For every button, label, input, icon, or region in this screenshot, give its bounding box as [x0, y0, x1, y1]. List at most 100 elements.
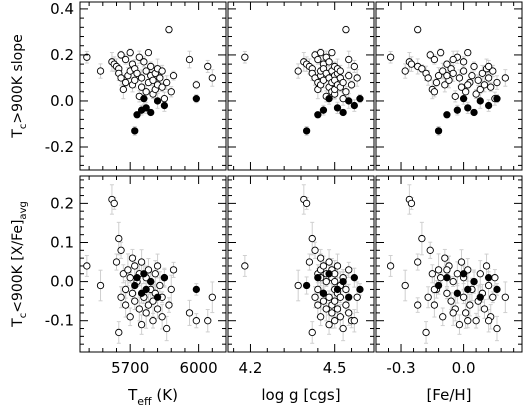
x-axis-label-feh: [Fe/H]	[426, 386, 471, 404]
data-point-open	[137, 258, 146, 266]
data-point-open	[472, 90, 480, 98]
data-point-open	[83, 262, 91, 270]
data-point-open	[314, 55, 322, 64]
data-point-open	[457, 258, 466, 266]
data-point-open	[119, 85, 127, 94]
data-point-open	[339, 78, 347, 87]
data-point-open	[482, 262, 491, 270]
data-point-open	[418, 65, 426, 73]
data-point-filled	[464, 285, 472, 294]
panel-frame	[79, 175, 227, 353]
data-point-open	[501, 293, 509, 301]
data-point-open	[137, 320, 146, 329]
data-point-open	[443, 71, 451, 80]
data-point-filled	[356, 285, 364, 294]
data-point-open	[163, 78, 171, 87]
data-point-open	[140, 58, 148, 66]
data-point-open	[434, 266, 443, 274]
data-point-open	[185, 309, 194, 317]
data-point-open	[158, 67, 166, 75]
data-point-open	[491, 274, 499, 282]
data-point-open	[294, 67, 302, 75]
panel-offset-teff: -0.1 0.0 0.1 0.2 5700 6000	[45, 175, 227, 377]
data-point-open	[158, 83, 166, 91]
data-point-open	[322, 277, 330, 286]
y-axis-label-offset: Tc<900K [X/Fe]avg	[10, 201, 29, 328]
data-point-filled	[459, 270, 468, 278]
data-point-filled	[302, 127, 311, 135]
data-point-open	[414, 258, 422, 266]
data-point-open	[131, 262, 139, 270]
data-point-open	[117, 51, 125, 59]
data-point-open	[156, 74, 164, 82]
data-point-filled	[133, 111, 141, 119]
data-point-filled	[314, 274, 322, 282]
y-tick-label: 0.0	[50, 92, 74, 110]
data-point-filled	[356, 95, 364, 103]
data-point-open	[443, 289, 451, 297]
data-point-open	[493, 78, 501, 87]
data-point-open	[165, 25, 173, 34]
data-point-open	[333, 262, 342, 270]
data-point-open	[501, 74, 509, 82]
data-point-open	[424, 293, 432, 301]
data-point-open	[443, 60, 451, 68]
data-point-open	[480, 81, 489, 89]
data-point-open	[204, 62, 212, 71]
data-point-open	[347, 81, 356, 89]
data-point-open	[459, 58, 468, 66]
data-point-filled	[476, 97, 484, 105]
data-point-open	[317, 254, 325, 262]
data-point-open	[336, 293, 344, 301]
x-tick-label: -0.3	[386, 359, 415, 377]
data-point-open	[331, 277, 339, 286]
panel-frame	[375, 175, 523, 353]
data-point-filled	[464, 104, 472, 112]
data-point-filled	[470, 108, 478, 117]
data-point-open	[126, 313, 134, 321]
data-point-open	[476, 85, 484, 94]
data-point-filled	[345, 293, 353, 301]
data-point-open	[489, 67, 497, 75]
y-axis-label-slope: Tc>900K slope	[10, 34, 29, 138]
data-point-open	[449, 55, 457, 64]
data-point-filled	[350, 274, 358, 282]
data-point-open	[476, 270, 484, 278]
data-point-open	[314, 285, 322, 294]
data-point-open	[142, 67, 150, 75]
data-point-open	[342, 285, 350, 294]
data-point-open	[156, 281, 164, 290]
data-point-open	[115, 328, 123, 337]
data-point-filled	[443, 274, 451, 282]
data-point-open	[449, 309, 457, 317]
x-tick-label: 4.5	[323, 359, 347, 377]
data-point-open	[342, 301, 350, 309]
data-point-filled	[333, 285, 342, 294]
data-point-open	[342, 25, 350, 34]
panel-offset-logg: 4.2 4.5	[227, 175, 375, 377]
data-point-filled	[319, 106, 328, 114]
data-point-open	[474, 76, 482, 84]
data-point-open	[464, 81, 472, 89]
data-point-open	[345, 55, 353, 64]
data-point-open	[430, 88, 439, 96]
data-point-filled	[131, 127, 139, 135]
data-point-open	[144, 48, 153, 57]
data-point-open	[401, 67, 409, 75]
data-point-open	[144, 266, 153, 274]
data-point-open	[430, 301, 439, 309]
data-point-filled	[333, 104, 342, 112]
data-point-open	[294, 281, 302, 290]
panel-frame	[375, 1, 523, 171]
data-point-open	[137, 83, 146, 91]
data-point-open	[142, 309, 150, 317]
data-point-open	[314, 301, 322, 309]
y-tick-label: 0.2	[50, 46, 74, 64]
data-point-open	[149, 76, 157, 84]
data-point-open	[484, 281, 493, 290]
data-point-open	[345, 71, 353, 80]
data-point-open	[311, 293, 319, 301]
data-point-open	[137, 74, 146, 82]
data-point-open	[472, 317, 480, 325]
data-point-open	[124, 266, 132, 274]
